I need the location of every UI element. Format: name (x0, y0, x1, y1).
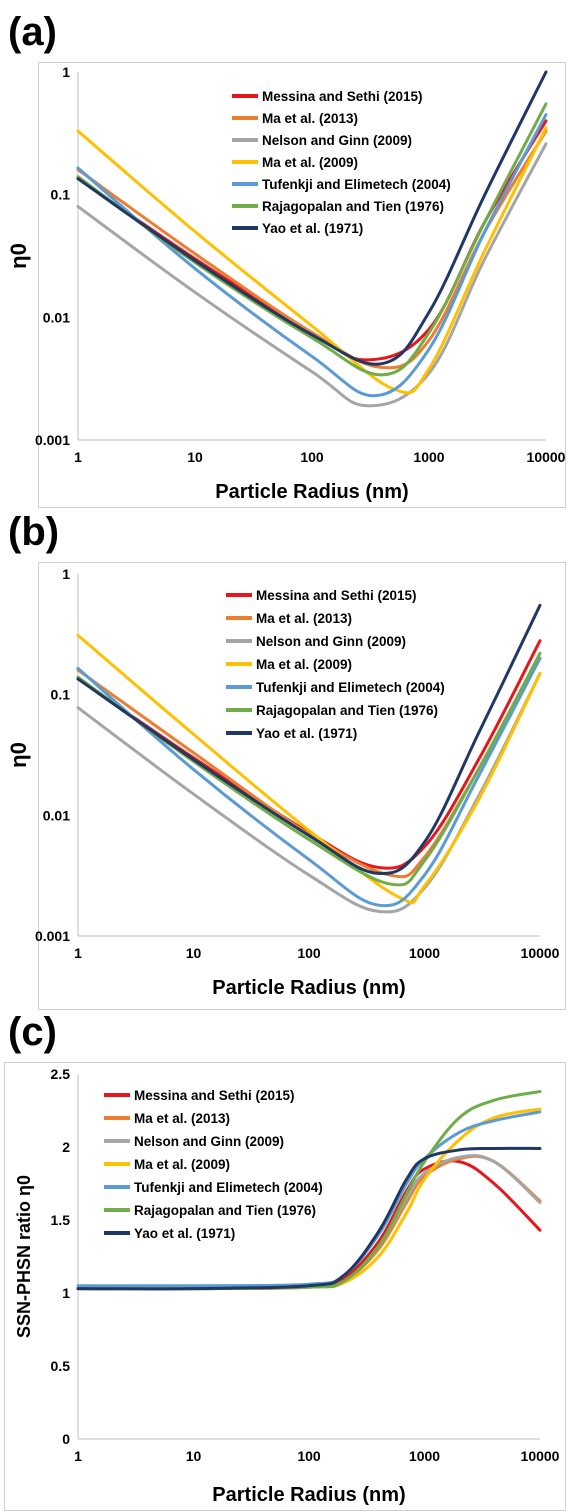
series-line-tufenkji-and-elimetech-2004 (76, 656, 542, 908)
x-tick-label: 100 (300, 449, 324, 465)
x-tick-label: 10000 (521, 1448, 560, 1464)
series-line-tufenkji-and-elimetech-2004 (76, 113, 548, 398)
legend-label-ma-et-al-2013: Ma et al. (2013) (134, 1111, 230, 1126)
series-line-yao-et-al-1971 (76, 1146, 542, 1291)
chart-c: 1 10 100 1000 10000 0 0.5 1 1.5 2 2.5 Particle Radi… (4, 1062, 566, 1511)
x-tick-label: 1 (74, 449, 82, 465)
x-tick-label: 10 (187, 449, 203, 465)
series-line-ma-et-al-2009 (76, 633, 542, 905)
panel-letter-b: (b) (8, 510, 60, 554)
y-tick-label: 2 (62, 1139, 70, 1155)
y-tick-label: 0.1 (51, 687, 71, 703)
legend-label-tufenkji-and-elimetech-2004: Tufenkji and Elimetech (2004) (256, 680, 445, 695)
x-axis-label: Particle Radius (nm) (212, 977, 405, 999)
series-line-yao-et-al-1971 (76, 70, 548, 366)
y-tick-label: 0.001 (35, 432, 70, 448)
y-axis-label: η0 (6, 243, 31, 269)
y-tick-label: 0.01 (43, 807, 70, 823)
series-line-yao-et-al-1971 (76, 603, 542, 875)
y-axis-label: SSN-PHSN ratio η0 (14, 1175, 34, 1338)
legend-label-ma-et-al-2013: Ma et al. (2013) (256, 611, 352, 626)
x-tick-label: 100 (297, 1448, 321, 1464)
x-tick-label: 1 (74, 1448, 82, 1464)
x-tick-label: 10000 (521, 945, 560, 961)
legend-label-yao-et-al-1971: Yao et al. (1971) (134, 1226, 235, 1241)
x-tick-label: 1 (74, 945, 82, 961)
y-tick-label: 2.5 (51, 1066, 71, 1082)
legend-label-yao-et-al-1971: Yao et al. (1971) (256, 726, 357, 741)
legend-label-tufenkji-and-elimetech-2004: Tufenkji and Elimetech (2004) (262, 177, 451, 192)
chart-frame (38, 62, 566, 508)
legend-label-rajagopalan-and-tien-1976: Rajagopalan and Tien (1976) (134, 1203, 316, 1218)
legend-label-nelson-and-ginn-2009: Nelson and Ginn (2009) (134, 1134, 284, 1149)
panel-letter-c: (c) (8, 1010, 57, 1054)
legend-label-messina-and-sethi-2015: Messina and Sethi (2015) (256, 588, 417, 603)
series-line-ma-et-al-2009 (76, 126, 548, 395)
legend-label-ma-et-al-2009: Ma et al. (2009) (262, 155, 358, 170)
chart-b: 1 10 100 1000 10000 0.001 0.01 0.1 1 Particle Rad… (6, 562, 566, 1010)
series-line-tufenkji-and-elimetech-2004 (76, 1110, 542, 1288)
y-tick-label: 1 (62, 64, 70, 80)
series-line-nelson-and-ginn-2009 (76, 142, 548, 408)
y-tick-label: 0.5 (51, 1358, 71, 1374)
x-tick-label: 10 (186, 1448, 202, 1464)
x-axis-label: Particle Radius (nm) (215, 481, 408, 503)
series-line-nelson-and-ginn-2009 (76, 671, 542, 914)
chart-frame (38, 562, 566, 1010)
x-tick-label: 10 (186, 945, 202, 961)
legend-label-rajagopalan-and-tien-1976: Rajagopalan and Tien (1976) (256, 703, 438, 718)
x-tick-label: 1000 (409, 1448, 440, 1464)
legend-label-nelson-and-ginn-2009: Nelson and Ginn (2009) (262, 133, 412, 148)
y-tick-label: 0 (62, 1431, 70, 1447)
x-tick-label: 100 (297, 945, 321, 961)
legend-label-yao-et-al-1971: Yao et al. (1971) (262, 221, 363, 236)
y-tick-label: 1 (62, 1285, 70, 1301)
y-tick-label: 0.01 (43, 309, 70, 325)
y-tick-label: 1 (62, 566, 70, 582)
panel-letter-a: (a) (8, 10, 57, 54)
x-tick-label: 1000 (409, 945, 440, 961)
x-axis-label: Particle Radius (nm) (212, 1484, 405, 1506)
y-tick-label: 0.001 (35, 928, 70, 944)
x-tick-label: 1000 (413, 449, 444, 465)
legend-label-rajagopalan-and-tien-1976: Rajagopalan and Tien (1976) (262, 199, 444, 214)
x-tick-label: 10000 (527, 449, 566, 465)
chart-a: 1 10 100 1000 10000 0.001 0.01 0.1 1 Particle Rad… (6, 62, 566, 508)
legend-label-ma-et-al-2013: Ma et al. (2013) (262, 111, 358, 126)
y-tick-label: 1.5 (51, 1212, 71, 1228)
legend-label-nelson-and-ginn-2009: Nelson and Ginn (2009) (256, 634, 406, 649)
legend-label-messina-and-sethi-2015: Messina and Sethi (2015) (134, 1088, 295, 1103)
y-axis-label: η0 (6, 742, 31, 768)
y-tick-label: 0.1 (51, 187, 71, 203)
legend-label-tufenkji-and-elimetech-2004: Tufenkji and Elimetech (2004) (134, 1180, 323, 1195)
legend-label-ma-et-al-2009: Ma et al. (2009) (134, 1157, 230, 1172)
legend-label-messina-and-sethi-2015: Messina and Sethi (2015) (262, 89, 423, 104)
legend-label-ma-et-al-2009: Ma et al. (2009) (256, 657, 352, 672)
